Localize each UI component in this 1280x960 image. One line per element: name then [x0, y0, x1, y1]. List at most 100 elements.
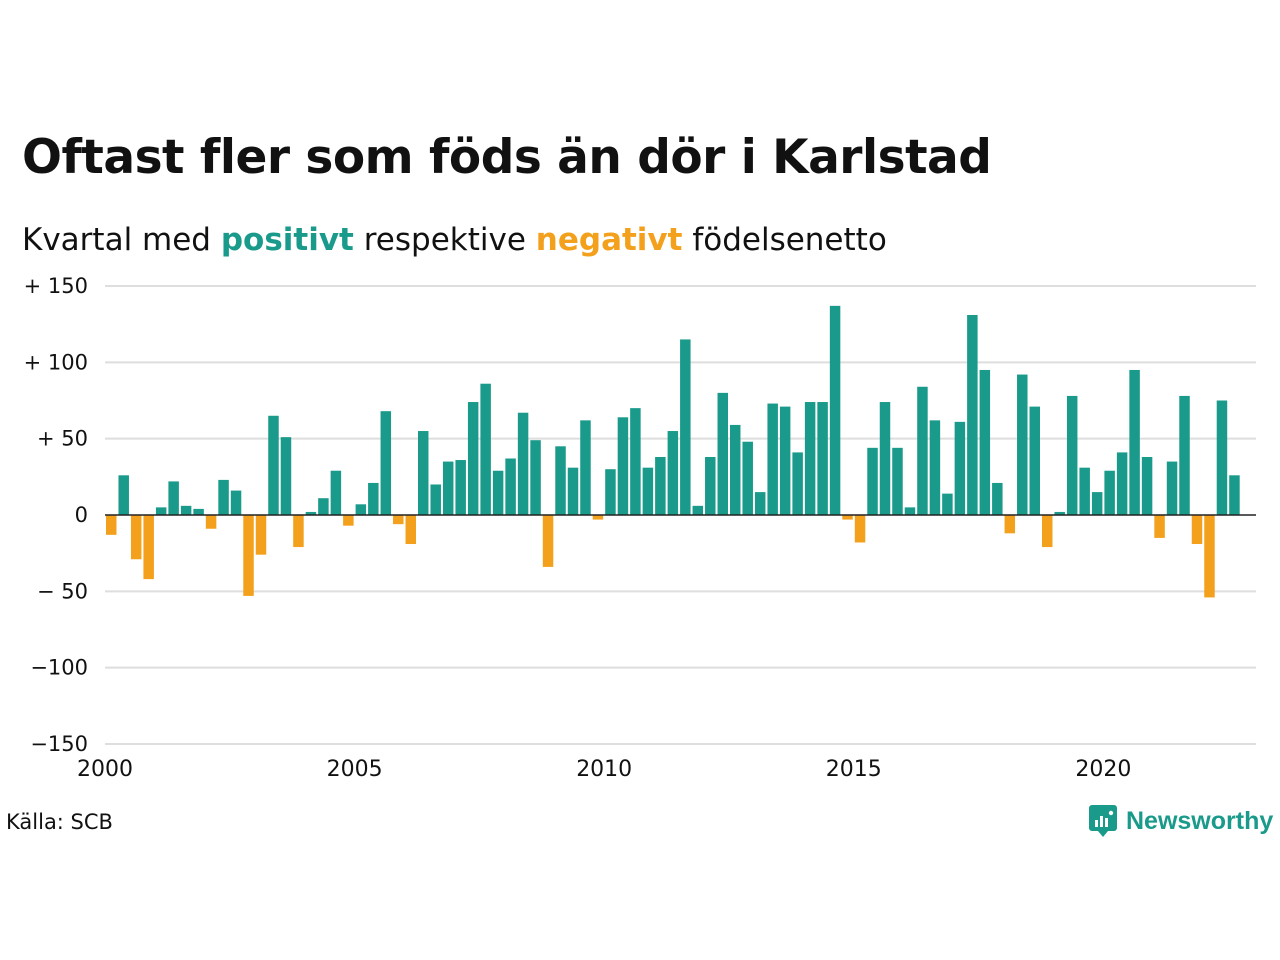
bar [979, 369, 991, 515]
x-tick-label: 2010 [576, 757, 632, 782]
bar [280, 437, 292, 515]
bar [205, 515, 217, 529]
subtitle-negative: negativt [535, 222, 683, 258]
bar [692, 505, 704, 515]
bar [193, 508, 204, 515]
subtitle-text-start: Kvartal med [22, 222, 221, 258]
bar [380, 411, 392, 515]
bar [917, 386, 928, 515]
bar [967, 315, 978, 515]
bar [418, 431, 429, 515]
chart-subtitle: Kvartal med positivt respektive negativt… [22, 222, 887, 258]
bar [230, 490, 242, 515]
bar [517, 412, 529, 515]
bar [1179, 395, 1190, 515]
bar [442, 461, 454, 515]
bar [1004, 515, 1016, 534]
bar [1154, 515, 1165, 538]
x-tick-label: 2005 [327, 757, 383, 782]
bar [1216, 400, 1228, 515]
bar [1042, 515, 1053, 548]
bar [667, 431, 679, 515]
bar [343, 515, 354, 526]
bar [318, 498, 329, 515]
bar [118, 475, 129, 515]
bar [293, 515, 304, 548]
bar [1191, 515, 1203, 545]
bar [817, 402, 828, 515]
bar [854, 515, 866, 543]
subtitle-text-middle: respektive [353, 222, 536, 258]
bar [492, 470, 504, 515]
bar [405, 515, 416, 545]
bar [605, 469, 616, 515]
bar [767, 403, 778, 515]
y-tick-label: − 50 [37, 579, 88, 603]
bar [480, 383, 491, 515]
bar [305, 511, 317, 515]
bar [1029, 406, 1040, 515]
bar [742, 441, 753, 515]
bar [705, 456, 716, 515]
bar [954, 421, 966, 515]
y-tick-label: + 50 [37, 427, 88, 451]
bar [730, 424, 741, 515]
subtitle-text-end: födelsenetto [682, 222, 887, 258]
bar [992, 482, 1003, 515]
bar [1204, 515, 1215, 598]
y-tick-label: −100 [30, 656, 88, 680]
x-tick-label: 2020 [1075, 757, 1131, 782]
bar [580, 420, 591, 515]
bar [180, 505, 192, 515]
bar [592, 515, 604, 520]
bar [530, 440, 541, 515]
y-tick-label: + 100 [24, 350, 88, 374]
bar [1104, 470, 1115, 515]
subtitle-positive: positivt [220, 222, 354, 258]
bar [642, 467, 654, 515]
bar [1166, 461, 1178, 515]
bar [1054, 511, 1065, 515]
bar [255, 515, 267, 555]
y-tick-label: 0 [75, 503, 88, 527]
bar [904, 507, 916, 515]
bar [680, 339, 691, 515]
bar [879, 402, 891, 515]
bar [155, 507, 167, 515]
bar [1066, 395, 1078, 515]
bar [130, 515, 142, 560]
bar [804, 402, 816, 515]
bar [1229, 475, 1240, 515]
bar [1129, 369, 1140, 515]
y-tick-label: + 150 [24, 274, 88, 298]
bar [355, 504, 367, 515]
brand-logo: Newsworthy [1088, 804, 1273, 838]
bar [617, 417, 629, 515]
bar [630, 408, 641, 515]
bar [430, 484, 441, 515]
bar [1091, 492, 1103, 515]
bar [330, 470, 342, 515]
bar [1141, 456, 1153, 515]
bar [1116, 452, 1128, 515]
bar [368, 482, 379, 515]
y-tick-label: −150 [30, 732, 88, 756]
bar [779, 406, 791, 515]
chart-title: Oftast fler som föds än dör i Karlstad [22, 130, 992, 185]
bar [243, 515, 254, 596]
bar [218, 479, 229, 515]
x-tick-label: 2015 [826, 757, 882, 782]
bar [555, 446, 566, 515]
bar [455, 460, 466, 515]
bar [942, 493, 953, 515]
x-tick-label: 2000 [77, 757, 133, 782]
bar [542, 515, 554, 567]
newsworthy-logo-icon [1089, 805, 1117, 837]
bar [1079, 467, 1090, 515]
brand-name: Newsworthy [1126, 806, 1274, 835]
source-note: Källa: SCB [6, 810, 113, 834]
bar [168, 481, 179, 515]
bar [268, 415, 279, 515]
bar [792, 452, 803, 515]
